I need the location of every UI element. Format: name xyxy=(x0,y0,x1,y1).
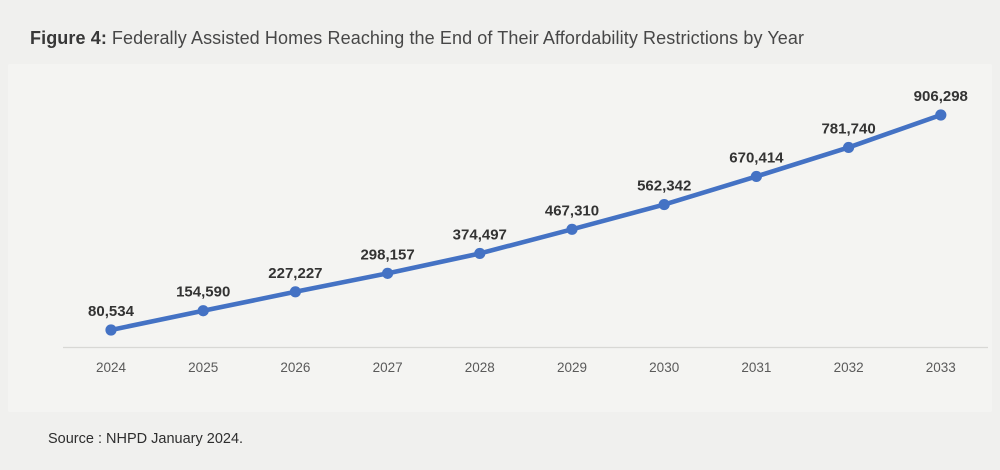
data-label-2032: 781,740 xyxy=(821,120,875,137)
source-note: Source : NHPD January 2024. xyxy=(48,431,244,447)
data-label-2024: 80,534 xyxy=(88,303,135,320)
data-point-2032 xyxy=(843,141,855,154)
x-axis-tick-2026: 2026 xyxy=(280,360,310,375)
data-point-2030 xyxy=(658,198,670,211)
data-label-2031: 670,414 xyxy=(729,149,784,166)
x-axis-tick-2029: 2029 xyxy=(557,360,587,375)
data-point-2024 xyxy=(105,324,117,336)
chart-panel xyxy=(8,64,992,412)
x-axis-tick-2028: 2028 xyxy=(465,360,495,375)
x-axis-tick-2024: 2024 xyxy=(96,360,127,375)
data-point-2027 xyxy=(382,267,394,279)
data-label-2025: 154,590 xyxy=(176,284,230,301)
data-label-2028: 374,497 xyxy=(453,226,507,243)
data-point-2025 xyxy=(197,305,209,317)
x-axis-tick-2027: 2027 xyxy=(373,360,403,375)
data-label-2033: 906,298 xyxy=(914,88,968,105)
data-point-2029 xyxy=(566,223,578,235)
data-point-2033 xyxy=(935,109,947,121)
x-axis-tick-2032: 2032 xyxy=(834,360,864,375)
data-label-2029: 467,310 xyxy=(545,202,599,219)
figure-title-text: Federally Assisted Homes Reaching the En… xyxy=(111,28,805,48)
figure-number: Figure 4: xyxy=(30,28,107,48)
x-axis-tick-2030: 2030 xyxy=(649,360,679,375)
data-label-2026: 227,227 xyxy=(268,265,322,282)
x-axis-tick-2033: 2033 xyxy=(926,360,956,375)
data-label-2030: 562,342 xyxy=(637,178,691,195)
data-point-2026 xyxy=(289,286,301,298)
data-label-2027: 298,157 xyxy=(360,246,414,263)
x-axis-tick-2025: 2025 xyxy=(188,360,218,375)
x-axis-tick-2031: 2031 xyxy=(741,360,771,375)
data-point-2031 xyxy=(750,170,763,183)
figure-title: Figure 4: Federally Assisted Homes Reachi… xyxy=(30,28,804,49)
trend-line xyxy=(108,112,944,333)
line-chart: 80,534 2024 154,590 2025 227,227 2026 298,157 2… xyxy=(63,88,988,375)
data-point-2028 xyxy=(474,247,486,260)
